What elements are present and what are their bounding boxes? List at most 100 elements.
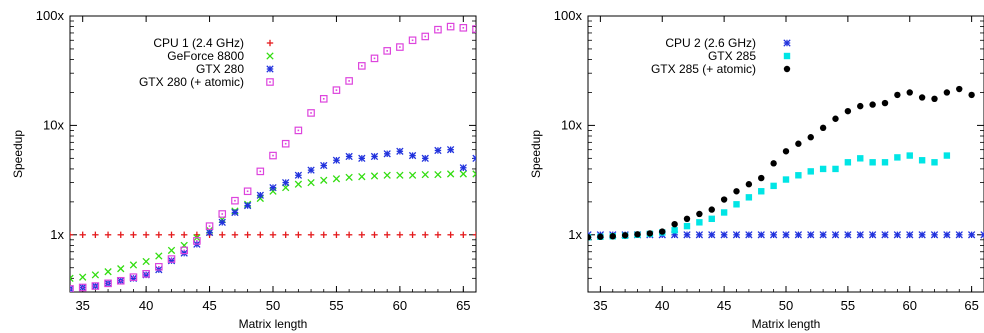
legend-marker xyxy=(783,65,791,73)
data-point xyxy=(104,268,112,276)
x-tick-label: 40 xyxy=(655,298,669,313)
data-point xyxy=(720,231,728,239)
x-tick-label: 50 xyxy=(266,298,280,313)
series xyxy=(70,146,476,292)
data-point xyxy=(696,210,703,218)
data-point xyxy=(244,231,251,238)
data-point xyxy=(758,188,765,195)
data-point xyxy=(70,231,74,238)
data-point xyxy=(683,222,691,230)
series xyxy=(588,85,975,241)
x-tick-label: 60 xyxy=(393,298,407,313)
data-point xyxy=(446,146,455,154)
data-point xyxy=(294,171,303,179)
data-point xyxy=(295,231,302,238)
data-point xyxy=(333,231,340,238)
legend-label: GTX 285 xyxy=(708,49,756,63)
data-point xyxy=(320,231,327,238)
data-point xyxy=(332,156,341,164)
x-tick-label: 35 xyxy=(75,298,89,313)
data-point xyxy=(320,161,328,170)
legend-label: GTX 280 xyxy=(196,62,244,76)
series xyxy=(70,231,476,238)
x-tick-label: 60 xyxy=(903,298,917,313)
data-point xyxy=(307,109,315,117)
data-point xyxy=(167,246,176,255)
data-point xyxy=(434,146,442,155)
data-point xyxy=(732,231,741,239)
data-point xyxy=(307,231,315,238)
data-point xyxy=(231,231,239,238)
data-point xyxy=(659,228,666,235)
data-point xyxy=(79,273,87,281)
data-point xyxy=(104,231,112,238)
data-point xyxy=(434,170,442,179)
data-point xyxy=(943,89,951,96)
data-point xyxy=(671,220,678,228)
data-point xyxy=(307,166,315,174)
x-tick-label: 45 xyxy=(717,298,731,313)
data-point xyxy=(193,237,201,245)
x-tick-label: 55 xyxy=(329,298,343,313)
data-point xyxy=(358,231,366,238)
data-point xyxy=(332,175,341,183)
data-point xyxy=(396,231,404,238)
data-point xyxy=(745,231,753,239)
x-tick-label: 35 xyxy=(593,298,607,313)
data-point xyxy=(370,54,379,63)
x-axis-label: Matrix length xyxy=(239,317,308,331)
data-point xyxy=(906,152,913,159)
data-point xyxy=(956,85,963,93)
legend-marker xyxy=(266,52,274,60)
data-point xyxy=(472,231,476,238)
data-point xyxy=(256,191,264,199)
data-point xyxy=(708,231,716,239)
data-point xyxy=(142,231,150,238)
legend-label: GTX 285 (+ atomic) xyxy=(651,62,756,76)
data-point xyxy=(155,252,163,260)
data-point xyxy=(819,165,827,173)
data-point xyxy=(129,273,138,281)
data-point xyxy=(460,231,467,238)
data-point xyxy=(219,231,226,238)
data-point xyxy=(696,219,703,226)
data-point xyxy=(770,160,777,167)
data-point xyxy=(332,86,341,94)
data-point xyxy=(345,173,353,182)
data-point xyxy=(980,231,984,239)
legend-label: CPU 1 (2.4 GHz) xyxy=(153,36,244,50)
x-tick-label: 50 xyxy=(779,298,793,313)
data-point xyxy=(782,231,790,239)
data-point xyxy=(446,22,455,31)
x-tick-label: 45 xyxy=(202,298,216,313)
y-tick-label: 10x xyxy=(561,117,582,132)
data-layer xyxy=(588,85,984,241)
data-point xyxy=(129,261,138,269)
data-point xyxy=(893,231,902,239)
x-tick-label: 65 xyxy=(456,298,470,313)
data-point xyxy=(70,274,74,282)
data-point xyxy=(671,227,678,234)
series xyxy=(70,22,476,292)
data-point xyxy=(92,231,99,238)
data-point xyxy=(472,170,476,178)
data-point xyxy=(918,94,926,101)
data-point xyxy=(609,233,616,240)
y-tick-label: 10x xyxy=(43,117,64,132)
data-point xyxy=(421,154,429,162)
data-point xyxy=(782,148,790,155)
data-point xyxy=(881,99,889,107)
data-point xyxy=(358,154,366,162)
data-point xyxy=(447,231,454,238)
y-tick-label: 100x xyxy=(554,8,583,23)
data-point xyxy=(168,231,175,238)
data-point xyxy=(931,95,938,103)
data-point xyxy=(769,231,778,239)
data-point xyxy=(383,231,391,238)
data-point xyxy=(832,165,839,173)
data-point xyxy=(231,196,239,205)
data-point xyxy=(881,159,889,166)
legend-marker xyxy=(266,39,274,47)
data-point xyxy=(91,271,100,279)
